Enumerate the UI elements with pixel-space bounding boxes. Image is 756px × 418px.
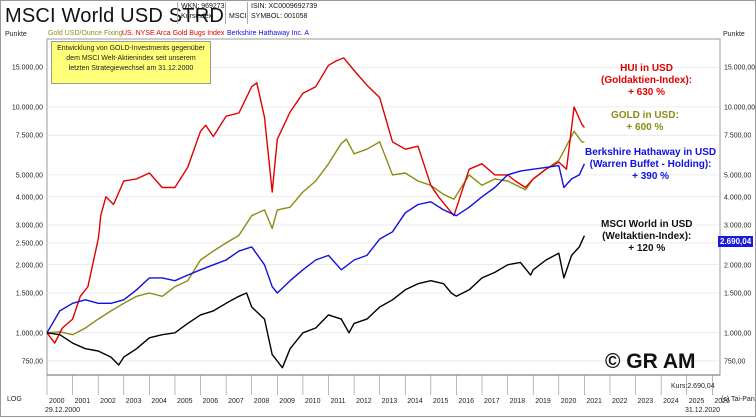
x-tick-label: 2003 [126,398,142,405]
y-tick-label: 1.000,00 [16,330,43,337]
x-tick-label: 2001 [75,398,91,405]
x-tick-label: 2015 [433,398,449,405]
gold-annotation: GOLD in USD: + 600 % [611,110,679,134]
y-tick-label: 1.000,00 [724,330,751,337]
last-value-tag: 2.690,04 [718,236,754,247]
symbol-label: SYMBOL: 001058 [251,13,308,20]
msci-annotation-line: MSCI World in USD [601,219,693,230]
hui-annotation: HUI in USD (Goldaktien-Index): + 630 % [601,63,692,99]
y-tick-label: 5.000,00 [724,172,751,179]
header-separator [225,2,226,24]
series-line-msci [46,235,586,369]
x-tick-label: 2012 [356,398,372,405]
brk-annotation-line: (Warren Buffet - Holding): [589,159,712,170]
y-tick-label: 3.000,00 [724,223,751,230]
gold-annotation-line: GOLD in USD: [611,110,679,121]
series-line-hui [46,57,585,344]
x-tick-label: 2017 [484,398,500,405]
x-tick-label: 2010 [305,398,321,405]
x-tick-label: 2016 [458,398,474,405]
x-tick-label: 2019 [535,398,551,405]
page-title: MSCI World USD STRD [5,5,225,27]
y-tick-label: 7.500,00 [724,133,751,140]
y-tick-label: 750,00 [724,358,746,365]
x-tick-label: 2022 [612,398,628,405]
note-line: letzten Strategiewechsel am 31.12.2000 [68,65,194,72]
y-tick-label: 5.000,00 [16,172,43,179]
y-tick-label: 2.500,00 [16,240,43,247]
hui-annotation-line: + 630 % [628,87,666,98]
wkn-label: WKN: 969273 [181,3,225,10]
brk-annotation-line: Berkshire Hathaway in USD [585,147,717,158]
series-line-brk [46,163,586,334]
y-tick-label: 2.000,00 [724,262,751,269]
msci-label: MSCI [229,13,247,20]
x-tick-label: 2002 [100,398,116,405]
unit-left: Punkte [5,31,27,38]
header-separator [177,2,178,24]
hui-annotation-line: HUI in USD [620,63,673,74]
strategy-note: Entwicklung von GOLD-Investments gegenüb… [51,41,211,84]
log-label: LOG [7,396,22,403]
x-tick-label: 2004 [151,398,167,405]
x-tick-label: 2005 [177,398,193,405]
copyright: (c) Tai-Pan [721,396,755,403]
kurs-label: Kurs:2.690,04 [671,383,715,390]
note-line: Entwicklung von GOLD-Investments gegenüb… [57,45,205,52]
x-tick-label: 2021 [586,398,602,405]
x-tick-label: 2026 [714,398,730,405]
y-tick-label: 15.000,00 [724,65,755,72]
y-tick-label: 3.000,00 [16,223,43,230]
brk-annotation: Berkshire Hathaway in USD (Warren Buffet… [585,147,716,183]
start-date: 29.12.2000 [45,407,81,414]
legend-brk: Berkshire Hathaway Inc. A [227,30,310,37]
msci-annotation: MSCI World in USD (Weltaktien-Index): + … [601,219,692,255]
x-tick-label: 2013 [382,398,398,405]
y-tick-label: 10.000,00 [724,104,755,111]
y-tick-label: 2.000,00 [16,262,43,269]
x-tick-label: 2011 [330,398,345,405]
watermark: © GR AM [605,350,696,373]
x-tick-label: 2000 [49,398,65,405]
x-tick-label: 2025 [689,398,705,405]
x-tick-label: 2018 [510,398,526,405]
y-tick-label: 4.000,00 [724,194,751,201]
gold-annotation-line: + 600 % [626,122,664,133]
msci-annotation-line: (Weltaktien-Index): [602,231,692,242]
msci-annotation-line: + 120 % [628,243,666,254]
x-tick-label: 2023 [638,398,654,405]
y-tick-label: 15.000,00 [12,65,43,72]
msci-info: MSCI [229,12,247,34]
x-tick-label: 2024 [663,398,679,405]
wkn-info: WKN: 969273 Kursindex [181,2,225,24]
isin-info: ISIN: XC0009692739 SYMBOL: 001058 [251,2,317,24]
end-date: 31.12.2020 [685,407,721,414]
brk-annotation-line: + 390 % [632,171,670,182]
unit-right: Punkte [723,31,745,38]
x-tick-label: 2008 [254,398,270,405]
y-tick-label: 4.000,00 [16,194,43,201]
hui-annotation-line: (Goldaktien-Index): [601,75,693,86]
x-tick-label: 2007 [228,398,244,405]
x-tick-label: 2020 [561,398,577,405]
legend-hui: US. NYSE Arca Gold Bugs Index [122,30,225,37]
legend-gold: Gold USD/Ounce Fixing [48,30,123,37]
header-separator [247,2,248,24]
x-tick-label: 2006 [203,398,219,405]
series-line-gold [46,130,585,336]
kursindex-label: Kursindex [181,13,213,20]
isin-label: ISIN: XC0009692739 [251,3,318,10]
note-line: dem MSCI Welt-Aktienindex seit unserem [66,55,196,62]
x-tick-label: 2014 [407,398,423,405]
y-tick-label: 750,00 [22,358,44,365]
y-tick-label: 7.500,00 [16,133,43,140]
y-tick-label: 1.500,00 [724,290,751,297]
y-tick-label: 10.000,00 [12,104,43,111]
x-tick-label: 2009 [279,398,295,405]
y-tick-label: 1.500,00 [16,290,43,297]
